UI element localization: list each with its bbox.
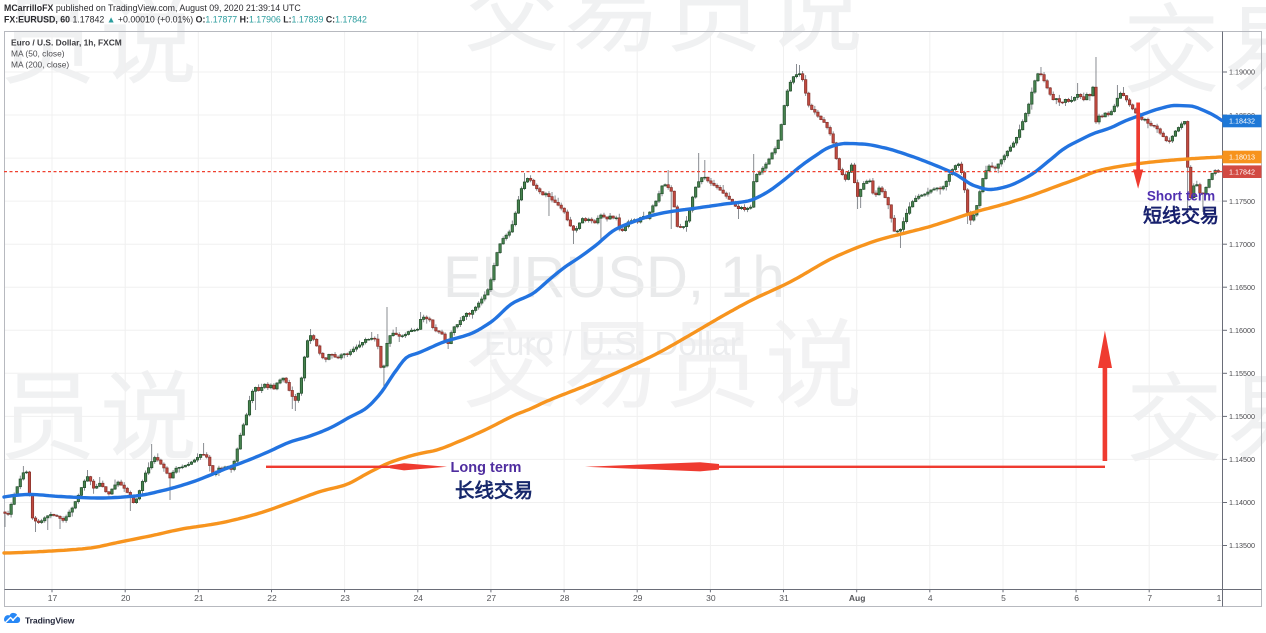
svg-text:MCarrilloFX published on Tradi: MCarrilloFX published on TradingView.com… [4,3,301,13]
svg-text:1.18013: 1.18013 [1229,153,1255,162]
svg-text:员说: 员说 [0,364,201,473]
svg-text:29: 29 [633,593,643,603]
svg-text:TradingView: TradingView [25,616,75,626]
svg-text:21: 21 [194,593,204,603]
svg-text:长线交易: 长线交易 [455,479,533,502]
svg-text:22: 22 [267,593,277,603]
svg-text:20: 20 [121,593,131,603]
svg-text:Euro / U.S. Dollar, 1h, FXCM: Euro / U.S. Dollar, 1h, FXCM [11,38,122,48]
svg-text:短线交易: 短线交易 [1143,204,1219,227]
svg-text:1.17842: 1.17842 [1229,167,1255,176]
svg-text:27: 27 [487,593,497,603]
svg-text:1.13500: 1.13500 [1229,541,1255,550]
svg-text:6: 6 [1074,593,1079,603]
svg-text:1.16500: 1.16500 [1229,283,1255,292]
svg-text:1.15000: 1.15000 [1229,412,1255,421]
svg-text:7: 7 [1147,593,1152,603]
svg-text:17: 17 [48,593,58,603]
svg-text:1: 1 [1217,593,1222,603]
svg-text:1.18432: 1.18432 [1229,117,1255,126]
svg-text:1.16000: 1.16000 [1229,326,1255,335]
svg-text:EURUSD, 1h: EURUSD, 1h [443,245,785,310]
svg-text:交易: 交易 [1123,0,1266,106]
svg-text:30: 30 [706,593,716,603]
svg-text:Long term: Long term [451,460,522,476]
svg-text:FX:EURUSD, 60 1.17842 ▲ +0.00: FX:EURUSD, 60 1.17842 ▲ +0.00010 (+0.01%… [4,15,367,25]
svg-text:28: 28 [560,593,570,603]
svg-text:员说: 员说 [0,0,201,97]
svg-text:交易员说: 交易员说 [462,312,866,421]
svg-text:23: 23 [340,593,350,603]
svg-text:5: 5 [1001,593,1006,603]
svg-text:24: 24 [413,593,423,603]
svg-text:1.14500: 1.14500 [1229,455,1255,464]
svg-text:4: 4 [928,593,933,603]
svg-text:1.17000: 1.17000 [1229,240,1255,249]
svg-text:MA (200, close): MA (200, close) [11,60,69,70]
svg-text:Short term: Short term [1147,189,1215,204]
svg-text:31: 31 [779,593,789,603]
svg-text:交易员说: 交易员说 [463,0,867,65]
svg-text:1.14000: 1.14000 [1229,498,1255,507]
svg-text:1.19000: 1.19000 [1229,68,1255,77]
svg-text:Aug: Aug [849,593,866,603]
svg-text:1.15500: 1.15500 [1229,369,1255,378]
svg-text:1.17500: 1.17500 [1229,197,1255,206]
svg-text:MA (50, close): MA (50, close) [11,49,65,59]
